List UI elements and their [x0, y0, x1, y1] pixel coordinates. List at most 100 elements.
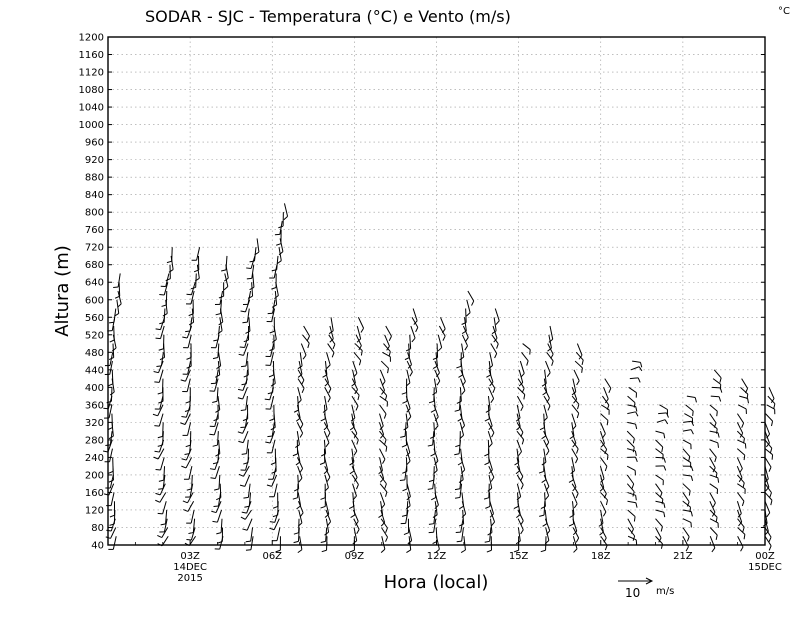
wind-barb-shaft	[244, 474, 251, 487]
wind-barb-flag	[323, 470, 329, 475]
wind-barb-flag	[427, 444, 433, 447]
wind-barb-flag	[166, 260, 172, 264]
wind-barb-flag	[358, 345, 362, 351]
wind-barb-shaft	[516, 448, 520, 463]
wind-barb-flag	[378, 514, 383, 519]
wind-barb-flag	[181, 416, 187, 418]
wind-barb-shaft	[576, 343, 583, 356]
wind-barb-flag	[302, 354, 307, 360]
wind-barb-shaft	[490, 343, 498, 354]
wind-barb-shaft	[711, 386, 721, 389]
wind-barb-shaft	[736, 457, 743, 469]
wind-barb-flag	[719, 377, 722, 383]
wind-barb-flag	[152, 413, 158, 417]
wind-barb-flag	[581, 359, 584, 366]
wind-barb-flag	[520, 373, 525, 378]
wind-barb-shaft	[351, 387, 360, 396]
wind-barb-shaft	[217, 448, 220, 463]
wind-barb-shaft	[385, 325, 392, 337]
wind-barb-flag	[301, 379, 305, 385]
wind-barb-shaft	[111, 413, 113, 428]
wind-barb-flag	[299, 432, 304, 438]
y-axis-ticks: 40 80 120 160 200 240 280 320 360 400 440 480 520 560…	[79, 33, 765, 552]
wind-barb-flag	[188, 313, 194, 317]
wind-barb-flag	[516, 514, 521, 518]
wind-barb-flag	[407, 364, 412, 369]
wind-barb-shaft	[159, 492, 167, 503]
wind-barb-shaft	[571, 448, 579, 459]
wind-barb-shaft	[110, 527, 117, 539]
wind-barb-flag	[384, 395, 388, 401]
wind-barb-flag	[600, 443, 605, 448]
wind-barb-flag	[442, 335, 446, 341]
wind-barb-flag	[436, 380, 441, 386]
wind-profile	[399, 308, 419, 553]
wind-barb-flag	[606, 420, 609, 426]
wind-barb-shaft	[271, 308, 276, 322]
wind-barb-shaft	[247, 448, 250, 463]
wind-barb-flag	[576, 448, 579, 454]
wind-barb-flag	[297, 365, 303, 370]
wind-barb-shaft	[379, 457, 383, 471]
wind-barb-flag	[349, 470, 355, 475]
wind-barb-flag	[405, 452, 411, 457]
wind-barb-flag	[461, 330, 467, 335]
wind-barb-flag	[637, 377, 641, 383]
wind-barb-flag	[218, 295, 224, 299]
wind-barb-flag	[766, 433, 770, 439]
wind-barb-flag	[182, 500, 188, 504]
wind-barb-flag	[488, 469, 493, 474]
wind-barb-shaft	[248, 317, 251, 332]
wind-barb-shaft	[764, 422, 771, 435]
wind-barb-shaft	[521, 352, 529, 362]
wind-barb-flag	[464, 345, 468, 351]
wind-barb-flag	[108, 435, 114, 440]
wind-barb-shaft	[739, 395, 748, 399]
wind-barb-shaft	[243, 343, 249, 356]
wind-barb-shaft	[220, 518, 223, 533]
wind-barb-shaft	[379, 439, 388, 448]
wind-barb-shaft	[351, 457, 355, 472]
wind-barb-flag	[216, 532, 222, 535]
wind-barb-flag	[743, 455, 746, 461]
wind-barb-flag	[603, 493, 607, 499]
wind-barb-flag	[715, 517, 718, 523]
wind-barb-shaft	[351, 439, 358, 452]
wind-barb-shaft	[353, 527, 358, 541]
wind-barb-shaft	[245, 396, 248, 410]
wind-barb-shaft	[158, 413, 164, 427]
wind-barb-flag	[454, 488, 461, 491]
wind-barb-shaft	[737, 483, 746, 490]
wind-barb-flag	[349, 461, 355, 466]
wind-barb-flag	[154, 381, 160, 383]
wind-barb-flag	[216, 497, 222, 501]
wind-barb-flag	[515, 417, 521, 422]
wind-barb-flag	[109, 391, 115, 396]
wind-barb-shaft	[380, 509, 386, 523]
wind-barb-shaft	[549, 325, 554, 340]
wind-barb-shaft	[709, 465, 718, 474]
wind-barb-flag	[267, 392, 273, 395]
wind-barb-shaft	[297, 492, 302, 506]
wind-barb-flag	[545, 495, 550, 500]
x-axis-label: Hora (local)	[384, 572, 489, 593]
wind-barb-flag	[269, 527, 275, 531]
wind-barb-shaft	[190, 290, 195, 305]
wind-barb-flag	[276, 260, 282, 265]
wind-barb-flag	[635, 406, 638, 412]
wind-barb-flag	[385, 527, 388, 533]
wind-barb-flag	[600, 478, 605, 483]
wind-barb-flag	[102, 450, 109, 453]
wind-barb-flag	[765, 442, 770, 448]
wind-barb-shaft	[572, 378, 577, 392]
wind-barb-flag	[461, 425, 465, 430]
wind-barb-flag	[713, 422, 717, 428]
wind-barb-flag	[488, 365, 493, 370]
wind-barb-flag	[243, 496, 249, 499]
wind-barb-flag	[383, 413, 387, 419]
wind-barb-flag	[434, 504, 439, 510]
wind-barb-shaft	[271, 422, 275, 437]
wind-barb-flag	[186, 539, 192, 541]
wind-barb-shaft	[463, 536, 466, 551]
wind-barb-flag	[268, 374, 274, 378]
